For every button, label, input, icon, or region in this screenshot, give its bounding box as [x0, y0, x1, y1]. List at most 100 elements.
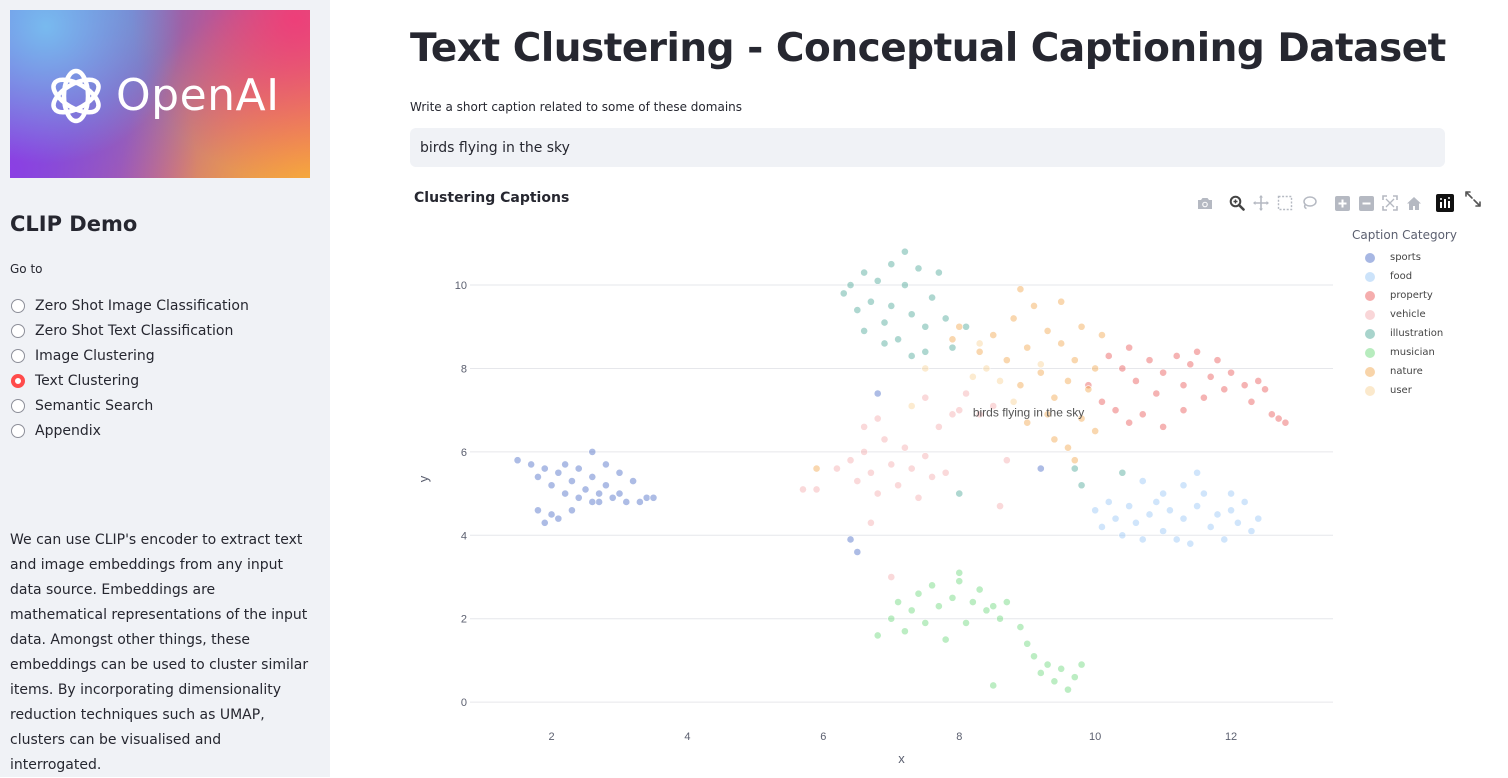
data-point-food — [1118, 531, 1127, 540]
reset-axes-icon[interactable] — [1403, 192, 1425, 214]
radio-button[interactable] — [11, 423, 25, 438]
legend-item-nature[interactable]: nature — [1352, 362, 1457, 381]
data-point-musician — [982, 606, 991, 615]
nav-option-text-clustering[interactable]: Text Clustering — [10, 368, 249, 393]
data-point-illustration — [880, 339, 889, 348]
caption-input[interactable] — [410, 128, 1445, 167]
data-point-sports — [574, 493, 583, 502]
radio-button[interactable] — [11, 323, 25, 338]
zoom-in-icon[interactable] — [1331, 192, 1353, 214]
data-point-illustration — [846, 281, 855, 289]
box-select-icon[interactable] — [1274, 192, 1296, 214]
nav-option-semantic-search[interactable]: Semantic Search — [10, 393, 249, 418]
data-point-food — [1132, 518, 1140, 527]
nav-option-image-clustering[interactable]: Image Clustering — [10, 343, 249, 368]
data-point-sports — [642, 493, 651, 502]
data-point-property — [1172, 352, 1181, 360]
legend-item-vehicle[interactable]: vehicle — [1352, 305, 1457, 324]
data-point-food — [1179, 481, 1188, 490]
radio-button[interactable] — [11, 398, 25, 413]
legend-item-sports[interactable]: sports — [1352, 248, 1457, 267]
data-point-vehicle — [921, 452, 930, 460]
fullscreen-icon[interactable] — [1462, 188, 1484, 210]
data-point-property — [1104, 352, 1113, 360]
nav-option-label: Semantic Search — [35, 397, 154, 414]
data-point-vehicle — [853, 477, 862, 485]
data-point-sports — [853, 548, 862, 556]
data-point-sports — [635, 498, 644, 506]
data-point-illustration — [941, 314, 950, 323]
nav-option-label: Zero Shot Text Classification — [35, 322, 234, 339]
data-point-illustration — [860, 268, 869, 277]
data-point-sports — [527, 460, 536, 469]
y-tick-label: 6 — [461, 447, 467, 459]
data-point-nature — [1043, 327, 1052, 335]
nav-radio-group: Zero Shot Image Classification Zero Shot… — [10, 293, 249, 443]
radio-button-selected[interactable] — [11, 373, 25, 388]
data-point-musician — [996, 614, 1004, 623]
data-point-food — [1213, 510, 1222, 519]
nav-option-appendix[interactable]: Appendix — [10, 418, 249, 443]
camera-icon[interactable] — [1194, 192, 1216, 214]
data-point-property — [1240, 381, 1249, 390]
lasso-select-icon[interactable] — [1298, 192, 1320, 214]
legend-item-user[interactable]: user — [1352, 381, 1457, 400]
data-point-property — [1152, 389, 1161, 398]
data-point-property — [1179, 406, 1188, 415]
data-point-illustration — [955, 489, 964, 498]
data-point-property — [1084, 381, 1093, 390]
plotly-logo-icon[interactable] — [1434, 192, 1456, 214]
data-point-vehicle — [948, 410, 957, 419]
data-point-user — [921, 364, 930, 373]
data-point-musician — [968, 598, 977, 606]
radio-button[interactable] — [11, 348, 25, 363]
legend-label: nature — [1390, 366, 1423, 377]
legend-item-property[interactable]: property — [1352, 286, 1457, 305]
radio-button[interactable] — [11, 298, 25, 313]
data-point-vehicle — [887, 460, 896, 469]
data-point-property — [1281, 418, 1290, 427]
autoscale-icon[interactable] — [1379, 192, 1401, 214]
data-point-musician — [1057, 664, 1066, 673]
data-point-sports — [568, 477, 576, 485]
pan-icon[interactable] — [1250, 192, 1272, 214]
data-point-musician — [962, 618, 970, 627]
data-point-illustration — [928, 293, 936, 302]
data-point-property — [1159, 422, 1168, 431]
data-point-food — [1138, 477, 1147, 485]
legend-item-illustration[interactable]: illustration — [1352, 324, 1457, 343]
nav-option-label: Appendix — [35, 422, 101, 439]
x-axis-label: x — [898, 751, 905, 766]
zoom-icon[interactable] — [1226, 192, 1248, 214]
x-tick-label: 6 — [820, 731, 826, 743]
data-point-illustration — [1118, 468, 1127, 477]
legend-label: food — [1390, 271, 1413, 282]
legend-item-musician[interactable]: musician — [1352, 343, 1457, 362]
data-point-food — [1125, 502, 1134, 511]
data-point-property — [1179, 381, 1188, 390]
nav-option-zero-shot-text-classification[interactable]: Zero Shot Text Classification — [10, 318, 249, 343]
data-point-illustration — [1070, 464, 1079, 473]
legend-item-food[interactable]: food — [1352, 267, 1457, 286]
chart-legend: Caption Category sports food property ve… — [1352, 228, 1457, 400]
data-point-nature — [1036, 368, 1045, 377]
data-point-sports — [1036, 464, 1045, 473]
data-point-musician — [955, 577, 964, 586]
data-point-food — [1166, 506, 1174, 515]
legend-marker — [1365, 252, 1375, 263]
data-point-illustration — [867, 297, 875, 306]
data-point-food — [1193, 502, 1201, 511]
data-point-property — [1227, 368, 1235, 377]
x-tick-label: 2 — [548, 731, 554, 743]
zoom-out-icon[interactable] — [1355, 192, 1377, 214]
sidebar: OpenAI CLIP Demo Go to Zero Shot Image C… — [0, 0, 330, 777]
data-point-musician — [894, 598, 903, 606]
data-point-nature — [1091, 364, 1100, 373]
data-point-illustration — [948, 343, 957, 352]
data-point-nature — [1050, 435, 1059, 444]
data-point-food — [1104, 498, 1113, 506]
axis-labels: 0 2 4 6 8 10 2 4 6 8 10 12 — [455, 280, 1237, 743]
legend-marker — [1365, 290, 1375, 301]
nav-option-zero-shot-image-classification[interactable]: Zero Shot Image Classification — [10, 293, 249, 318]
